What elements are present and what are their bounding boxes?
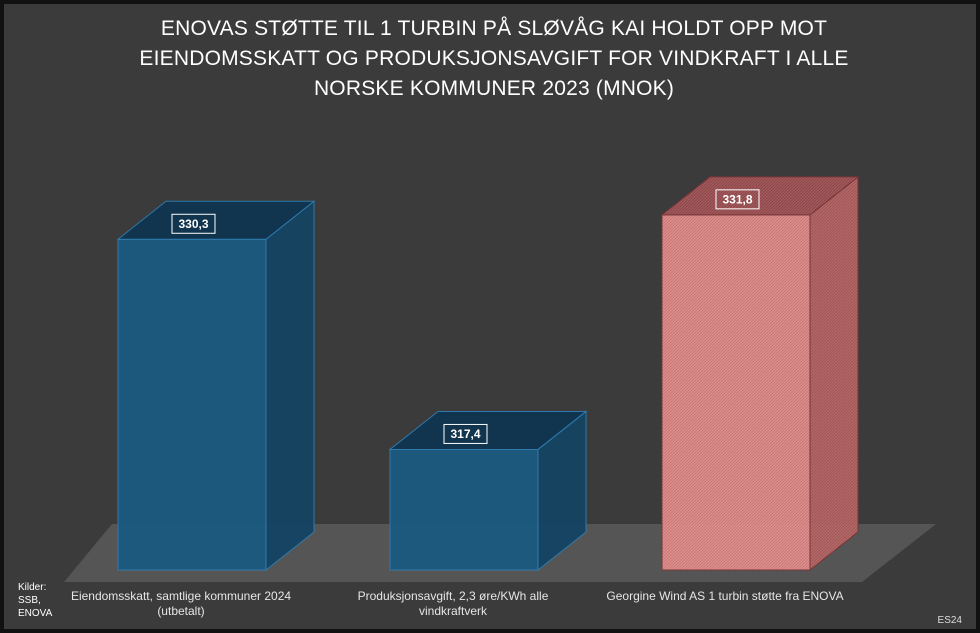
chart-plot: 330,3 317,4 331,8 Eiendomsskatt, samtlige k… (64, 175, 936, 618)
data-label: 330,3 (178, 217, 208, 231)
bar-top (388, 410, 588, 450)
bar-1 (116, 200, 316, 572)
category-label: Produksjonsavgift, 2,3 øre/KWh alle (358, 589, 549, 603)
category-label: Georgine Wind AS 1 turbin støtte fra ENO… (606, 589, 843, 603)
data-label-box (171, 213, 216, 234)
category-label: Eiendomsskatt, samtlige kommuner 2024 (71, 589, 291, 603)
bar-top (116, 200, 316, 240)
bar-front (389, 448, 539, 571)
bar-3 (660, 175, 860, 572)
data-label: 317,4 (450, 427, 480, 441)
chart-title-line-2: EIENDOMSSKATT OG PRODUKSJONSAVGIFT FOR V… (139, 47, 849, 70)
bar-side (265, 200, 315, 572)
chart-title-line-1: ENOVAS STØTTE TIL 1 TURBIN PÅ SLØVÅG KAI… (160, 17, 828, 40)
bar-side (809, 175, 859, 572)
bar-top (660, 176, 860, 216)
chart-title-line-3: NORSKE KOMMUNER 2023 (MNOK) (313, 77, 675, 100)
signature: ES24 (937, 615, 962, 626)
data-label: 331,8 (722, 192, 752, 206)
data-label-box (715, 189, 760, 210)
bar-2 (388, 410, 588, 572)
data-label-box (443, 423, 488, 444)
source-note: Kilder: SSB, ENOVA (18, 582, 53, 619)
chart-title: ENOVAS STØTTE TIL 1 TURBIN PÅ SLØVÅG KAI… (94, 14, 894, 104)
bar-front (117, 238, 267, 571)
category-label: vindkraftverk (419, 604, 488, 618)
category-label: (utbetalt) (157, 604, 204, 618)
bar-front (661, 214, 811, 571)
